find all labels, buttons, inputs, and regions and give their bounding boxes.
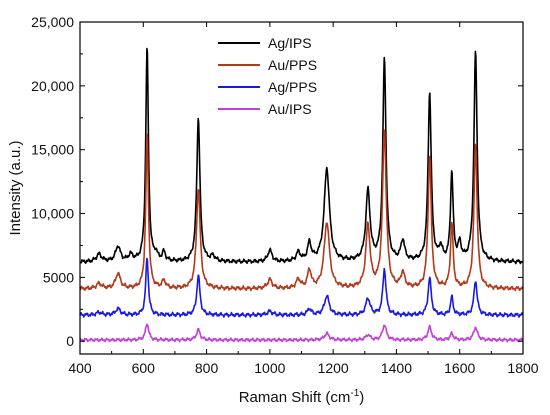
axes-layer: 400 600 800 1000 1200 1400 1600 1800 0 5000 10,000… — [31, 14, 539, 376]
legend-label: Au/PPS — [268, 57, 317, 73]
x-axis-title-suffix: ) — [359, 389, 364, 406]
legend-label: Ag/PPS — [268, 79, 317, 95]
y-tick-label: 25,000 — [31, 14, 74, 30]
legend-label: Ag/IPS — [268, 35, 312, 51]
x-axis-title: Raman Shift (cm-1) — [239, 388, 365, 406]
y-tick-label: 10,000 — [31, 206, 74, 222]
x-tick-label: 1800 — [507, 360, 538, 376]
x-tick-label: 1200 — [318, 360, 349, 376]
y-tick-label: 5000 — [43, 269, 74, 285]
legend-label: Au/IPS — [268, 101, 312, 117]
y-tick-label: 15,000 — [31, 142, 74, 158]
x-tick-label: 600 — [132, 360, 156, 376]
y-tick-label: 20,000 — [31, 78, 74, 94]
x-tick-label: 1000 — [254, 360, 285, 376]
x-tick-label: 400 — [68, 360, 92, 376]
y-axis-title: Intensity (a.u.) — [7, 140, 24, 235]
series-line-au-ips — [79, 323, 524, 343]
series-line-au-pps — [79, 129, 524, 292]
x-axis-title-superscript: -1 — [350, 388, 359, 399]
series-layer — [79, 47, 524, 343]
x-tick-label: 1400 — [381, 360, 412, 376]
series-line-ag-pps — [79, 257, 524, 318]
x-tick-label: 800 — [195, 360, 219, 376]
x-axis-title-main: Raman Shift (cm — [239, 389, 351, 406]
series-line-ag-ips — [79, 47, 524, 265]
legend: Ag/IPS Au/PPS Ag/PPS Au/IPS — [218, 35, 317, 117]
x-tick-label: 1600 — [444, 360, 475, 376]
y-tick-label: 0 — [66, 333, 74, 349]
